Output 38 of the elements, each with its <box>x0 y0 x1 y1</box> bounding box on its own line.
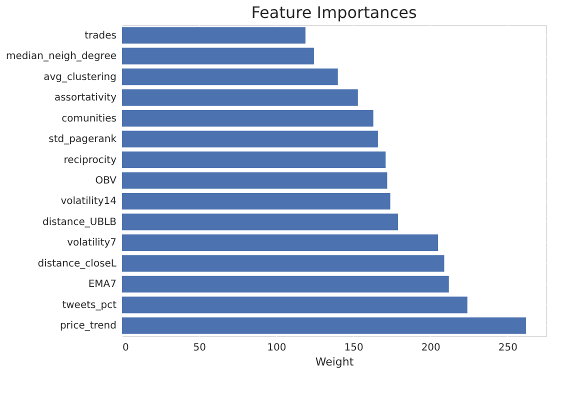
bar <box>122 27 306 44</box>
y-tick-label: OBV <box>95 176 117 186</box>
bar <box>122 214 398 230</box>
y-tick-label: EMA7 <box>88 279 116 290</box>
y-tick-label: median_neigh_degree <box>6 51 116 62</box>
bar <box>122 276 449 292</box>
x-tick-label: 100 <box>267 342 286 354</box>
y-tick-label: price_trend <box>60 320 116 332</box>
bar <box>122 130 378 148</box>
y-tick-label: assortativity <box>54 92 117 104</box>
bar <box>122 172 388 189</box>
y-tick-label: distance_closeL <box>38 258 117 270</box>
bar <box>122 296 468 314</box>
bar <box>122 110 374 127</box>
y-tick-label: volatility14 <box>60 196 116 208</box>
x-axis-title: Weight <box>315 356 354 368</box>
chart-title: Feature Importances <box>251 3 417 22</box>
y-tick-label: tweets_pct <box>62 300 117 311</box>
y-tick-label: std_pagerank <box>48 134 117 146</box>
bar <box>122 192 390 210</box>
y-tick-label: avg_clustering <box>44 72 116 83</box>
x-tick-label: 200 <box>421 342 440 354</box>
bar <box>122 234 438 251</box>
bar <box>122 151 386 168</box>
bar <box>122 48 314 64</box>
y-tick-label: comunities <box>62 113 116 124</box>
x-tick-label: 150 <box>344 342 364 354</box>
y-tick-label: distance_UBLB <box>42 216 117 228</box>
y-tick-label: trades <box>84 30 116 42</box>
bar <box>122 255 444 272</box>
y-tick-label: volatility7 <box>67 238 116 249</box>
bar <box>122 89 358 106</box>
bar <box>122 317 526 334</box>
x-tick-label: 50 <box>193 342 206 354</box>
x-tick-label: 250 <box>498 342 518 354</box>
bar <box>122 68 338 86</box>
x-tick-label: 0 <box>122 342 129 354</box>
y-tick-label: reciprocity <box>64 154 117 166</box>
